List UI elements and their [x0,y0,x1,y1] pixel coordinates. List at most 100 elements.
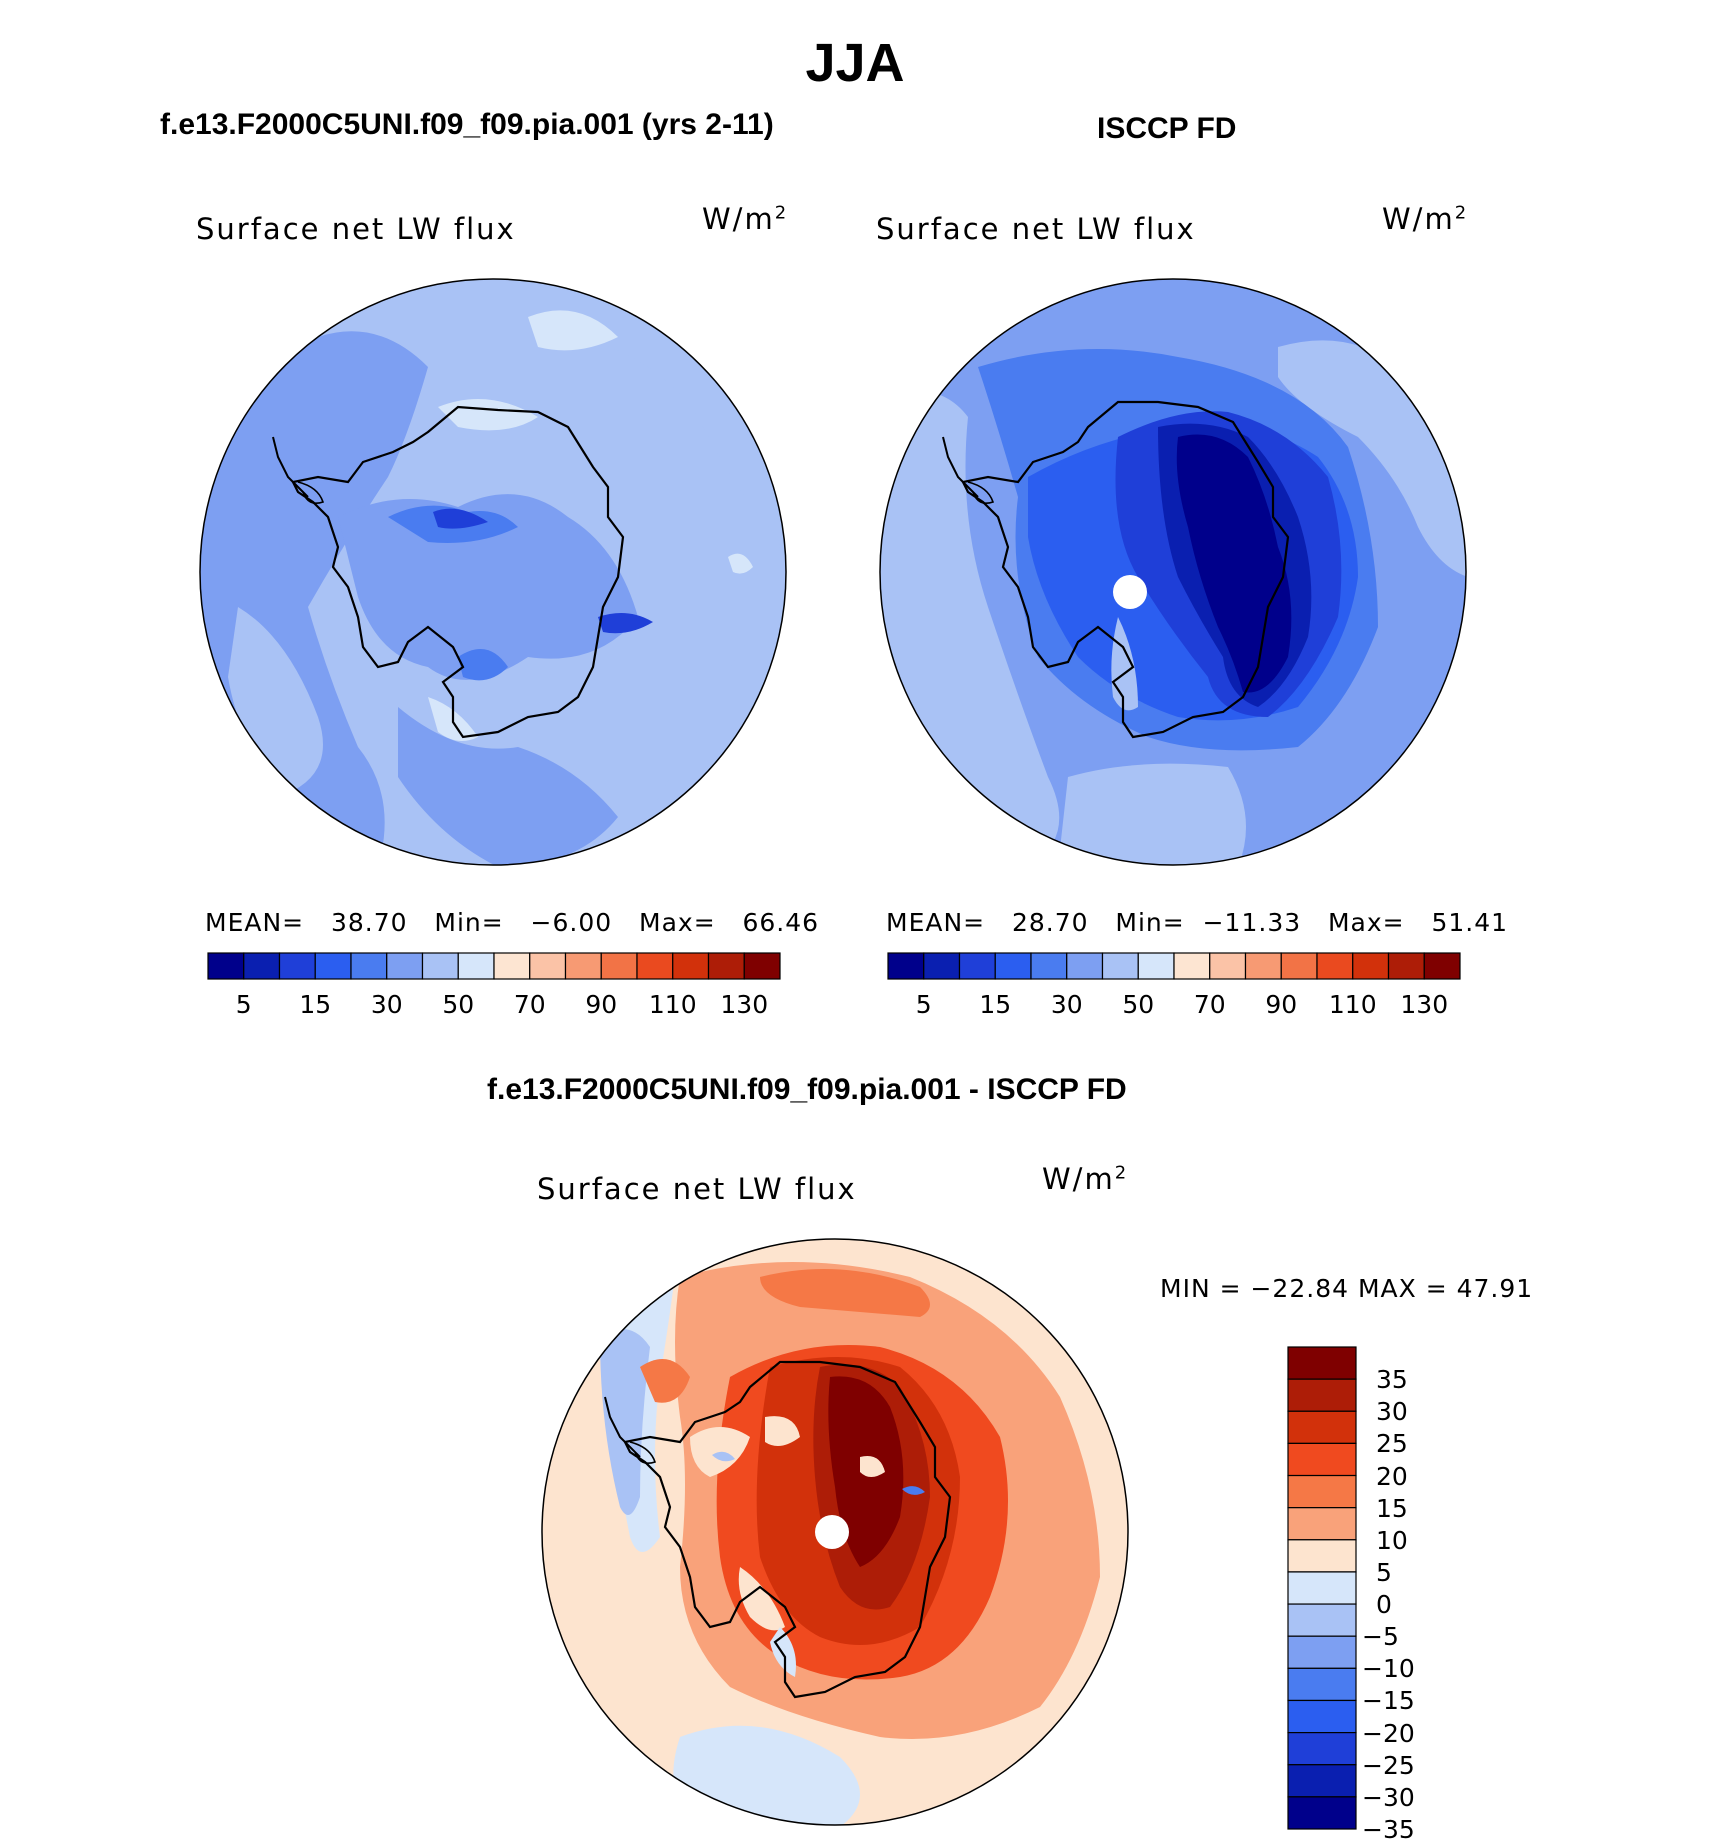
colorbar-swatch [958,952,996,980]
colorbar-swatch [243,952,281,980]
colorbar-tick-label: 70 [1193,990,1226,1019]
colorbar-swatch [743,952,781,980]
colorbar-swatch [207,952,245,980]
colorbar-tick-label: 50 [442,990,475,1019]
colorbar-swatch [1280,952,1318,980]
colorbar-swatch [1244,952,1282,980]
colorbar-tick-label: 90 [585,990,618,1019]
colorbar-tick-label: 5 [235,990,252,1019]
colorbar-swatch [1030,952,1068,980]
colorbar-tick-label: 50 [1122,990,1155,1019]
colorbar-swatch [421,952,459,980]
colorbar-tick-label: 30 [1376,1397,1408,1427]
colorbar-swatch [1287,1699,1357,1734]
model-stats: MEAN= 38.70 Min= −6.00 Max= 66.46 [205,908,820,937]
colorbar-swatch [1287,1796,1357,1830]
colorbar-swatch [672,952,710,980]
colorbar-swatch [1287,1378,1357,1412]
colorbar-swatch [1209,952,1247,980]
obs-colorbar-ticks: 5 15 30 50 70 90 110 130 [887,990,1461,1022]
model-colorbar-ticks: 5 15 30 50 70 90 110 130 [207,990,781,1022]
colorbar-swatch [1352,952,1390,980]
model-map [199,278,787,866]
colorbar-tick-label: −25 [1362,1750,1415,1780]
diff-minmax: MIN = −22.84 MAX = 47.91 [1160,1274,1534,1303]
model-colorbar [207,952,781,980]
colorbar-swatch [314,952,352,980]
obs-map [879,278,1467,866]
diff-colorbar-ticks: 35 30 25 20 15 10 5 0 −5 −10 −15 −20 −25 −30 −35 [1362,1346,1464,1844]
colorbar-tick-label: 15 [1376,1493,1408,1523]
colorbar-tick-label: 90 [1265,990,1298,1019]
colorbar-tick-label: 10 [1376,1525,1408,1555]
diff-map [541,1238,1129,1826]
colorbar-swatch [1287,1732,1357,1766]
colorbar-swatch [278,952,316,980]
colorbar-tick-label: 110 [648,990,697,1019]
colorbar-tick-label: 30 [370,990,403,1019]
colorbar-swatch [1287,1764,1357,1798]
colorbar-tick-label: 35 [1376,1365,1408,1395]
colorbar-tick-label: 0 [1376,1590,1392,1620]
colorbar-tick-label: −10 [1362,1654,1415,1684]
colorbar-swatch [529,952,567,980]
colorbar-tick-label: 5 [1376,1557,1392,1587]
obs-variable-label: Surface net LW flux [876,212,1196,246]
diff-units-label: W/m2 [1042,1162,1129,1196]
colorbar-tick-label: 20 [1376,1461,1408,1491]
model-panel-title: f.e13.F2000C5UNI.f09_f09.pia.001 (yrs 2-… [160,108,774,141]
colorbar-swatch [1287,1474,1357,1509]
obs-units-label: W/m2 [1382,202,1469,236]
colorbar-swatch [923,952,961,980]
colorbar-swatch [1387,952,1425,980]
colorbar-swatch [1287,1603,1357,1637]
model-units-label: W/m2 [702,202,789,236]
colorbar-swatch [600,952,638,980]
colorbar-tick-label: 15 [979,990,1012,1019]
diff-variable-label: Surface net LW flux [537,1172,857,1206]
colorbar-tick-label: −30 [1362,1782,1415,1812]
colorbar-swatch [493,952,531,980]
colorbar-swatch [707,952,745,980]
colorbar-tick-label: 15 [299,990,332,1019]
colorbar-tick-label: 70 [513,990,546,1019]
colorbar-swatch [564,952,602,980]
colorbar-tick-label: −20 [1362,1718,1415,1748]
colorbar-tick-label: 25 [1376,1429,1408,1459]
diff-colorbar [1287,1346,1357,1830]
colorbar-tick-label: 30 [1050,990,1083,1019]
colorbar-swatch [1423,952,1461,980]
colorbar-swatch [1287,1635,1357,1669]
colorbar-swatch [386,952,424,980]
colorbar-tick-label: −35 [1362,1815,1415,1844]
colorbar-swatch [1287,1410,1357,1445]
obs-panel-title: ISCCP FD [1097,112,1237,145]
colorbar-swatch [350,952,388,980]
colorbar-tick-label: 5 [915,990,932,1019]
colorbar-swatch [1066,952,1104,980]
colorbar-tick-label: −15 [1362,1686,1415,1716]
colorbar-tick-label: 130 [1400,990,1449,1019]
colorbar-tick-label: −5 [1362,1622,1399,1652]
colorbar-swatch [1287,1346,1357,1380]
colorbar-swatch [1287,1571,1357,1605]
colorbar-swatch [1316,952,1354,980]
colorbar-swatch [1287,1539,1357,1573]
colorbar-swatch [1101,952,1139,980]
colorbar-tick-label: 130 [720,990,769,1019]
colorbar-swatch [1287,1507,1357,1541]
colorbar-swatch [887,952,925,980]
diff-panel-title: f.e13.F2000C5UNI.f09_f09.pia.001 - ISCCP… [487,1073,1127,1106]
model-variable-label: Surface net LW flux [196,212,516,246]
colorbar-swatch [457,952,495,980]
obs-stats: MEAN= 28.70 Min= −11.33 Max= 51.41 [886,908,1509,937]
colorbar-swatch [1287,1667,1357,1702]
colorbar-swatch [994,952,1032,980]
colorbar-swatch [636,952,674,980]
colorbar-tick-label: 110 [1328,990,1377,1019]
main-title: JJA [805,33,905,93]
colorbar-swatch [1137,952,1175,980]
obs-colorbar [887,952,1461,980]
colorbar-swatch [1287,1442,1357,1477]
colorbar-swatch [1173,952,1211,980]
